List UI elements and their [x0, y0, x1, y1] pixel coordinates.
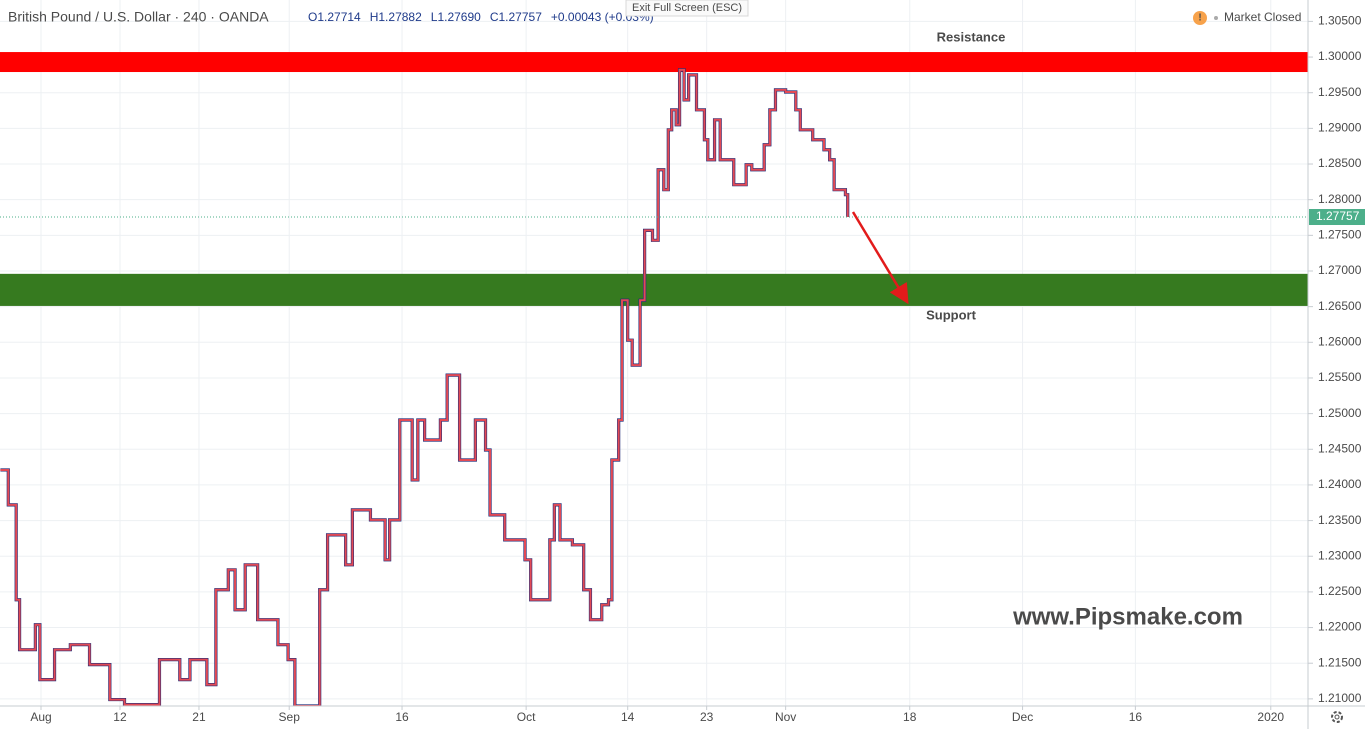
y-tick-label: 1.28500 — [1318, 156, 1362, 170]
x-tick-label: 16 — [395, 710, 409, 724]
status-dot — [1214, 16, 1218, 20]
last-price-box — [1309, 209, 1365, 226]
y-tick-label: 1.23000 — [1318, 548, 1362, 562]
zones: Resistance Support — [0, 29, 1308, 322]
status-icon — [1193, 11, 1207, 25]
x-tick-label: 12 — [113, 710, 127, 724]
grid — [0, 0, 1308, 706]
y-tick-label: 1.21500 — [1318, 655, 1362, 669]
y-tick-label: 1.25500 — [1318, 370, 1362, 384]
x-tick-label: 2020 — [1257, 710, 1284, 724]
status-icon-mark: ! — [1198, 13, 1201, 24]
tooltip[interactable]: Exit Full Screen (ESC) — [632, 2, 742, 14]
ohlc-value: L1.27690 — [431, 10, 481, 24]
arrow — [851, 211, 909, 305]
symbol: British Pound / U.S. Dollar · 240 · OAND… — [8, 9, 269, 25]
y-tick-label: 1.21000 — [1318, 691, 1362, 705]
last-price-label: 1.27757 — [1316, 209, 1360, 223]
y-tick-label: 1.29000 — [1318, 121, 1362, 135]
y-tick-label: 1.22500 — [1318, 584, 1362, 598]
watermark: www.Pipsmake.com — [1012, 603, 1243, 630]
settings-icon[interactable] — [1331, 711, 1343, 723]
zone — [0, 273, 1308, 306]
y-tick-label: 1.23500 — [1318, 513, 1362, 527]
status: Market Closed — [1224, 10, 1301, 24]
x-tick-label: Aug — [30, 710, 51, 724]
x-tick-label: 16 — [1129, 710, 1143, 724]
x-tick-label: 21 — [192, 710, 206, 724]
y-tick-label: 1.28000 — [1318, 192, 1362, 206]
ohlc: O1.27714 H1.27882 L1.27690 C1.27757 +0.00043… — [308, 10, 654, 24]
tooltip-box — [625, 0, 749, 17]
y-tick-label: 1.26500 — [1318, 299, 1362, 313]
y-tick-label: 1.30000 — [1318, 49, 1362, 63]
plot — [0, 68, 1308, 706]
ohlc-value: C1.27757 — [490, 10, 542, 24]
x-tick-label: 23 — [700, 710, 714, 724]
price-line — [0, 68, 849, 706]
y-tick-label: 1.26000 — [1318, 334, 1362, 348]
zone — [0, 52, 1308, 73]
x-tick-label: Dec — [1012, 710, 1033, 724]
y-tick-label: 1.24500 — [1318, 441, 1362, 455]
y-tick-label: 1.25000 — [1318, 406, 1362, 420]
zone-label: Support — [926, 307, 976, 322]
x-tick-label: Oct — [517, 710, 536, 724]
y-tick-label: 1.29500 — [1318, 85, 1362, 99]
y-tick-label: 1.24000 — [1318, 477, 1362, 491]
ohlc-value: H1.27882 — [370, 10, 422, 24]
ohlc-value: O1.27714 — [308, 10, 361, 24]
y-tick-label: 1.27500 — [1318, 228, 1362, 242]
axes: 1.21000 1.21500 1.22000 1.22500 1.23000 1.235… — [30, 14, 1365, 724]
x-tick-label: Sep — [279, 710, 301, 724]
y-tick-label: 1.22000 — [1318, 620, 1362, 634]
x-tick-label: 14 — [621, 710, 635, 724]
x-tick-label: Nov — [775, 710, 796, 724]
x-tick-label: 18 — [903, 710, 917, 724]
y-tick-label: 1.30500 — [1318, 14, 1362, 28]
zone-label: Resistance — [937, 29, 1006, 44]
price-line-shadow — [0, 68, 850, 706]
y-tick-label: 1.27000 — [1318, 263, 1362, 277]
